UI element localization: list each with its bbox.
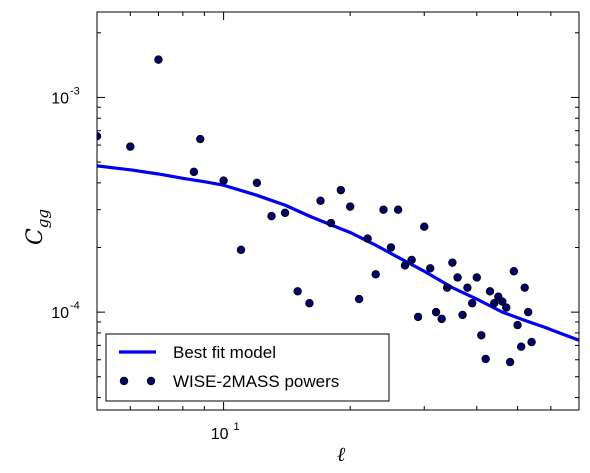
data-point: [252, 178, 262, 188]
legend-label-best-fit: Best fit model: [173, 343, 276, 362]
data-point: [393, 205, 403, 214]
x-axis-label: ℓ: [337, 442, 346, 466]
data-point: [126, 142, 135, 151]
data-point: [97, 131, 102, 141]
data-point: [523, 307, 533, 317]
y-axis-label-subscript: gg: [34, 209, 52, 228]
data-point: [505, 357, 515, 367]
data-point: [513, 320, 522, 330]
data-point: [453, 273, 462, 282]
data-layer: [97, 55, 579, 367]
data-point: [509, 267, 519, 276]
data-point: [485, 287, 495, 296]
data-point: [516, 342, 526, 351]
data-point: [189, 167, 199, 177]
data-point: [219, 176, 228, 185]
data-point: [379, 205, 388, 214]
y-tick-label: 10: [51, 305, 69, 322]
data-point: [467, 299, 477, 308]
legend: Best fit model WISE-2MASS powers: [105, 333, 390, 402]
data-point: [481, 354, 490, 364]
data-point: [431, 307, 441, 317]
data-point: [354, 294, 364, 304]
data-point: [407, 255, 416, 265]
legend-marker-swatch: [119, 376, 129, 386]
data-point: [498, 297, 507, 306]
data-point: [477, 331, 486, 340]
data-point: [437, 314, 446, 324]
plot-area: [97, 55, 579, 367]
data-point: [463, 283, 472, 292]
plot-frame: [96, 11, 580, 411]
data-point: [442, 283, 452, 292]
x-tick-label-exponent: 1: [234, 421, 240, 433]
data-point: [293, 287, 302, 296]
data-point: [371, 270, 380, 279]
data-point: [458, 310, 467, 320]
legend-marker-swatch: [146, 376, 156, 386]
best-fit-line: [97, 164, 579, 342]
data-point: [236, 245, 246, 255]
y-tick-label-exponent: -3: [70, 85, 80, 97]
data-point: [502, 303, 511, 312]
data-point: [426, 264, 435, 273]
data-point: [267, 211, 276, 221]
x-tick-label: 10: [211, 426, 229, 443]
data-point: [336, 185, 346, 195]
data-point: [326, 218, 336, 228]
data-point: [413, 312, 423, 322]
data-point: [196, 134, 205, 144]
data-point: [345, 202, 355, 211]
data-point: [400, 261, 410, 270]
data-point: [386, 243, 396, 252]
data-point: [363, 234, 372, 243]
data-point: [316, 196, 325, 205]
y-axis-label-text: Cgg: [23, 209, 52, 245]
data-point: [520, 283, 529, 292]
data-point: [490, 299, 499, 308]
y-axis-label: Cgg: [23, 209, 52, 245]
data-point: [305, 299, 314, 308]
y-axis-label-base: C: [23, 228, 48, 245]
data-point: [472, 273, 481, 282]
data-point: [420, 222, 429, 231]
data-point: [448, 258, 457, 267]
data-point: [527, 337, 536, 347]
y-tick-label: 10: [51, 90, 69, 107]
data-point: [154, 55, 163, 64]
legend-label-wise: WISE-2MASS powers: [173, 372, 339, 391]
y-tick-label-exponent: -4: [70, 300, 80, 312]
legend-box: [105, 333, 390, 402]
data-point: [280, 208, 290, 218]
